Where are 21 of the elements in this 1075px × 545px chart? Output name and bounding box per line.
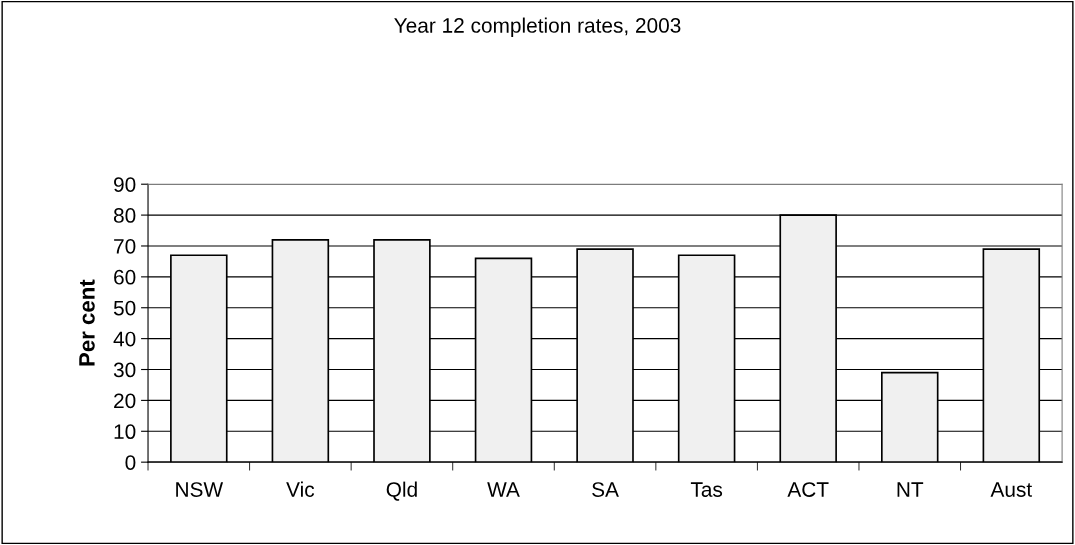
x-tick-label: Tas bbox=[690, 482, 723, 497]
x-tick-label: Vic bbox=[286, 481, 315, 497]
y-tick-label: 20 bbox=[114, 393, 136, 409]
x-tick-label: Aust bbox=[990, 482, 1033, 497]
y-tick-label: 0 bbox=[125, 455, 136, 470]
y-tick-label: 40 bbox=[113, 331, 136, 347]
x-tick-label: ACT bbox=[787, 482, 829, 497]
y-tick-label: 80 bbox=[113, 208, 136, 223]
y-tick-label: 60 bbox=[114, 269, 136, 285]
x-tick-label: NT bbox=[897, 482, 924, 497]
x-tick-label: SA bbox=[592, 482, 619, 497]
y-tick-label: 90 bbox=[114, 177, 136, 192]
y-tick-label: 50 bbox=[113, 300, 136, 316]
y-tick-label: 70 bbox=[114, 238, 136, 254]
chart-title: Year 12 completion rates, 2003 bbox=[394, 17, 681, 37]
y-tick-label: 30 bbox=[113, 362, 136, 378]
y-tick-label: 10 bbox=[114, 424, 136, 440]
x-tick-label: WA bbox=[487, 482, 520, 497]
y-axis-title: Per cent bbox=[79, 279, 95, 366]
x-tick-label: NSW bbox=[176, 482, 224, 497]
x-tick-label: Qld bbox=[386, 481, 417, 501]
